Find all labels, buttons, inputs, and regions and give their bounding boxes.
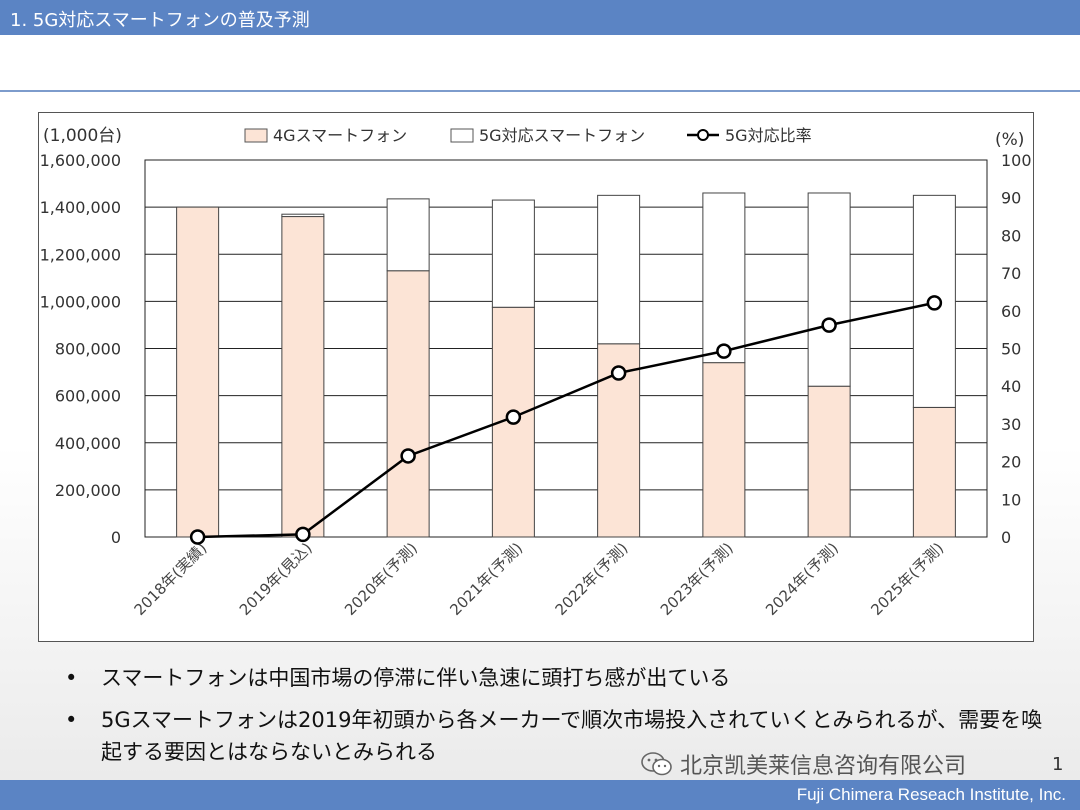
left-tick-label: 1,000,000 [40,292,121,311]
right-tick-label: 100 [1001,151,1032,170]
bullet-marker: • [65,708,78,732]
category-label: 2018年(実績) [131,539,211,619]
left-tick-label: 1,600,000 [40,151,121,170]
bar-4g [386,270,430,538]
category-label: 2025年(予測) [867,539,947,619]
bar-5g [281,213,325,218]
legend-label-ratio: 5G対応比率 [725,126,812,145]
right-tick-label: 60 [1001,302,1021,321]
right-tick-label: 90 [1001,189,1021,208]
right-tick-label: 40 [1001,377,1021,396]
bar-5g [386,198,430,272]
ratio-point [926,295,943,311]
ratio-point [295,526,311,543]
bullet-text: 5Gスマートフォンは2019年初頭から各メーカーで順次市場投入されていくとみられ… [101,708,1043,764]
left-tick-label: 400,000 [55,434,121,453]
bar-4g [176,206,220,538]
bar-5g [597,194,641,345]
left-tick-label: 1,200,000 [40,245,121,264]
ratio-line [197,301,935,539]
ratio-point [505,409,522,425]
legend-swatch-4g [244,128,268,143]
bar-4g [807,385,851,538]
bullet-item: • スマートフォンは中国市場の停滞に伴い急速に頭打ち感が出ている [65,662,1045,694]
left-axis-unit: (1,000台) [43,126,122,146]
bullet-list: • スマートフォンは中国市場の停滞に伴い急速に頭打ち感が出ている • 5Gスマー… [65,662,1045,768]
footer-bar: Fuji Chimera Reseach Institute, Inc. [0,780,1080,810]
right-tick-label: 50 [1001,340,1021,359]
wechat-icon [641,752,672,776]
legend-label-5g: 5G対応スマートフォン [479,126,645,145]
legend-marker-ratio [697,129,709,141]
bar-4g [281,216,325,538]
right-tick-label: 80 [1001,226,1021,245]
watermark: 北京凯美莱信息咨询有限公司 [640,748,966,780]
left-tick-label: 0 [111,528,121,547]
header-bar: 1. 5G対応スマートフォンの普及予測 [0,0,1080,35]
bar-5g [491,199,535,308]
right-tick-label: 70 [1001,264,1021,283]
bar-5g [807,192,851,387]
category-label: 2021年(予測) [446,539,526,619]
left-tick-label: 1,400,000 [40,198,121,217]
ratio-point [821,317,837,333]
right-tick-label: 30 [1001,415,1021,434]
chart-frame: 0 200,000 400,000 600,000 800,000 1,000,000 1,… [38,112,1034,642]
left-tick-label: 200,000 [55,481,121,500]
bar-4g [702,362,746,538]
ratio-point [610,365,627,381]
ratio-point [716,343,732,359]
right-tick-label: 0 [1001,528,1011,547]
bullet-item: • 5Gスマートフォンは2019年初頭から各メーカーで順次市場投入されていくとみ… [65,704,1045,768]
right-axis-unit: (%) [995,130,1024,150]
bullet-marker: • [65,666,78,690]
combo-chart: 0 200,000 400,000 600,000 800,000 1,000,000 1,… [40,126,1032,619]
ratio-point [189,529,206,545]
bar-5g [702,192,746,364]
footer-company: Fuji Chimera Reseach Institute, Inc. [796,785,1066,804]
left-tick-label: 600,000 [55,387,121,406]
ratio-point [400,448,416,464]
bar-4g [912,406,956,538]
page-title: 1. 5G対応スマートフォンの普及予測 [10,10,310,31]
category-label: 2019年(見込) [236,539,316,619]
right-tick-label: 20 [1001,453,1021,472]
right-tick-label: 10 [1001,490,1021,509]
category-label: 2023年(予測) [657,539,737,619]
left-tick-label: 800,000 [55,340,121,359]
category-label: 2024年(予測) [762,539,842,619]
legend-swatch-5g [450,128,474,143]
bullet-text: スマートフォンは中国市場の停滞に伴い急速に頭打ち感が出ている [101,666,731,690]
legend-label-4g: 4Gスマートフォン [273,126,407,145]
category-label: 2020年(予測) [341,539,421,619]
page-number: 1 [1052,754,1064,775]
header-divider [0,90,1080,92]
category-label: 2022年(予測) [552,539,632,619]
watermark-text: 北京凯美莱信息咨询有限公司 [680,754,967,779]
